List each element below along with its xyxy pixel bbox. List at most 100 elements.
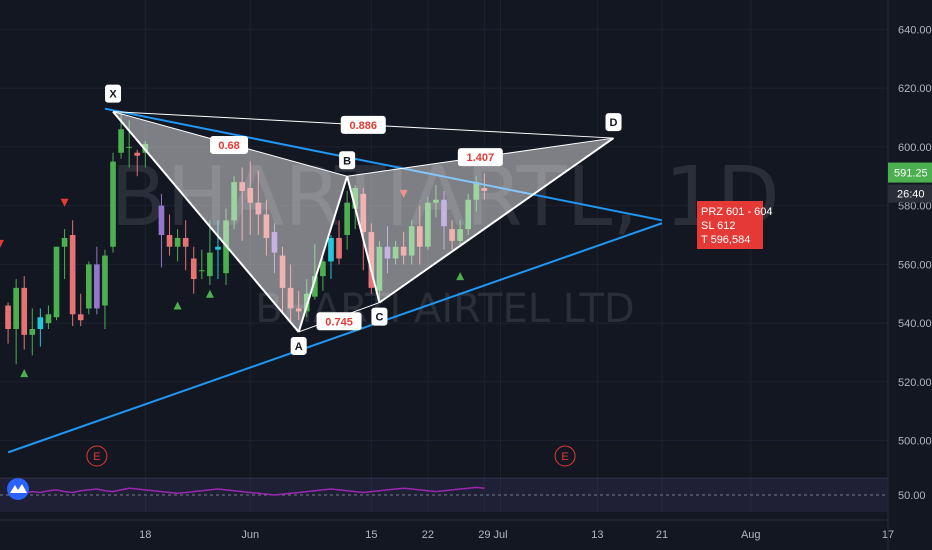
candle-body [400,246,407,256]
x-tick-label: Jun [241,529,259,541]
candle-body [320,261,326,277]
candle-body [231,182,237,221]
candle-body [408,226,415,256]
candle-body [190,258,197,280]
tradingview-logo-icon [7,478,29,500]
x-tick-label: 15 [365,529,377,541]
countdown-box [888,184,932,203]
candle-body [416,226,423,247]
candle-body [198,270,205,272]
candle-body [247,188,254,203]
y-tick-label: 540.00 [898,318,932,330]
x-tick-label: Jul [493,529,507,541]
candle-body [142,143,149,153]
candle-body [174,237,181,247]
buy-signal-arrow [173,301,182,310]
sell-signal-arrow [399,189,408,198]
trade-note-line: PRZ 601 - 604 [701,206,773,218]
ratio-label: 1.407 [467,152,495,164]
pattern-point-box [105,84,122,103]
candle-body [21,287,28,335]
candle-body [53,246,60,318]
candle-body [271,232,278,253]
pattern-point-label: D [610,117,618,129]
y-tick-label: 600.00 [898,142,932,154]
sell-signal-arrow [0,239,4,248]
y-tick-label: 640.00 [898,24,932,36]
candle-body [5,305,11,329]
pattern-leg [346,176,381,303]
candle-body [134,152,141,156]
candle-body [433,199,439,203]
candle-body [344,202,350,235]
candle-body [473,182,480,200]
candle-body [215,246,221,250]
candle-body [449,229,455,241]
candle-body [465,199,472,230]
candle-body [425,202,431,247]
y-tick-label: 620.00 [898,83,932,95]
candle-body [392,246,399,259]
pattern-point-box [371,307,388,326]
pattern-point-box [605,113,622,132]
ratio-box [457,148,503,167]
candle-body [126,146,132,148]
candle-body [312,276,318,297]
x-tick-label: 22 [422,529,434,541]
pattern-point-label: B [343,155,351,167]
candle-body [102,255,108,306]
candle-body [279,255,286,288]
pattern-leg [297,175,349,333]
pattern-xab-fill [113,111,348,332]
x-tick-label: 17 [882,529,894,541]
pattern-leg [378,137,615,304]
candle-body [158,205,165,235]
earnings-marker-label: E [561,451,568,463]
x-tick-label: Aug [741,529,761,541]
rsi-line [7,486,485,496]
candle-body [61,237,68,247]
pattern-point-label: X [109,89,117,101]
candle-body [287,287,294,309]
candle-body [295,308,302,312]
candle-body [263,214,270,238]
candle-body [207,252,213,277]
buy-signal-arrow [205,289,214,298]
y-axis-background [888,0,932,550]
candle-body [13,287,19,329]
ratio-box [340,115,386,134]
candle-body [457,229,463,241]
trendline [104,107,663,222]
x-tick-label: 21 [656,529,668,541]
pattern-point-label: A [295,341,303,353]
sell-signal-arrow [60,198,69,207]
earnings-marker-label: E [93,451,100,463]
trade-note-line: T 596,584 [701,234,750,246]
earnings-marker [554,445,576,467]
countdown-label: 26:40 [897,189,925,201]
candle-body [368,232,375,288]
y-tick-label: 560.00 [898,259,932,271]
x-tick-label: 29 [478,529,490,541]
earnings-marker [86,445,108,467]
indicator-level-label: 50.00 [898,490,926,502]
ratio-box [316,312,362,331]
candle-body [85,264,92,309]
ratio-label: 0.745 [325,316,353,328]
watermark-symbol: BHARTIARTL, 1D [110,150,780,245]
candle-body [328,237,334,262]
candle-body [45,314,52,324]
x-tick-label: 13 [591,529,603,541]
last-price-label: 591.25 [894,168,928,180]
candle-body [255,202,262,215]
candle-body [303,293,310,312]
candle-body [29,329,36,335]
trade-note-line: SL 612 [701,220,735,232]
candle-body [182,237,189,247]
candle-body [384,246,391,259]
candle-body [69,235,76,315]
candle-body [37,317,44,329]
pattern-point-box [339,151,356,170]
